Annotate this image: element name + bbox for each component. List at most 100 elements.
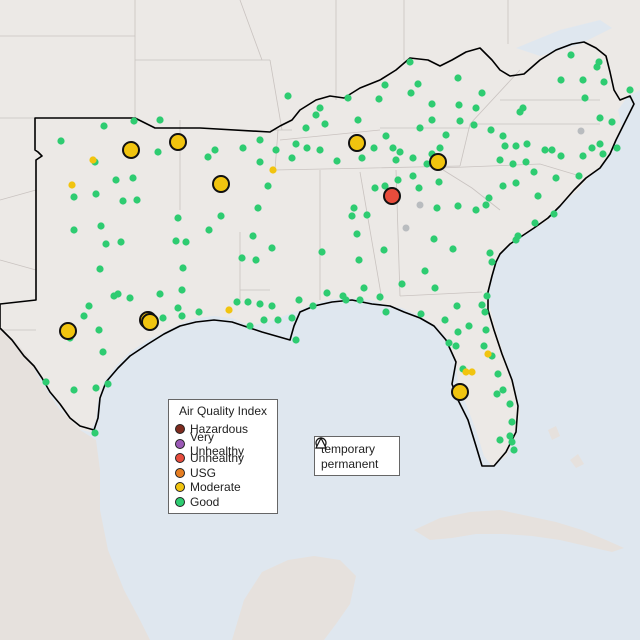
monitor-marker-good[interactable] bbox=[102, 240, 110, 248]
monitor-marker-good[interactable] bbox=[342, 296, 350, 304]
monitor-marker-moderate[interactable] bbox=[348, 134, 366, 152]
monitor-marker-good[interactable] bbox=[174, 304, 182, 312]
monitor-marker-good[interactable] bbox=[441, 316, 449, 324]
monitor-marker-good[interactable] bbox=[96, 265, 104, 273]
monitor-marker-unknown[interactable] bbox=[402, 224, 410, 232]
monitor-marker-good[interactable] bbox=[445, 339, 453, 347]
monitor-marker-good[interactable] bbox=[470, 121, 478, 129]
monitor-marker-good[interactable] bbox=[433, 204, 441, 212]
monitor-marker-good[interactable] bbox=[499, 386, 507, 394]
monitor-marker-good[interactable] bbox=[596, 114, 604, 122]
monitor-marker-good[interactable] bbox=[416, 124, 424, 132]
monitor-marker-good[interactable] bbox=[398, 280, 406, 288]
monitor-marker-good[interactable] bbox=[381, 81, 389, 89]
monitor-marker-good[interactable] bbox=[472, 104, 480, 112]
monitor-marker-good[interactable] bbox=[514, 232, 522, 240]
monitor-marker-good[interactable] bbox=[454, 74, 462, 82]
monitor-marker-good[interactable] bbox=[380, 246, 388, 254]
monitor-marker-good[interactable] bbox=[350, 204, 358, 212]
monitor-marker-good[interactable] bbox=[480, 342, 488, 350]
monitor-marker-good[interactable] bbox=[485, 194, 493, 202]
monitor-marker-good[interactable] bbox=[423, 160, 431, 168]
monitor-marker-good[interactable] bbox=[407, 89, 415, 97]
monitor-marker-good[interactable] bbox=[506, 400, 514, 408]
monitor-marker-good[interactable] bbox=[246, 322, 254, 330]
monitor-marker-good[interactable] bbox=[110, 292, 118, 300]
monitor-marker-good[interactable] bbox=[534, 192, 542, 200]
monitor-marker-good[interactable] bbox=[428, 100, 436, 108]
monitor-marker-moderate[interactable] bbox=[89, 156, 97, 164]
monitor-marker-good[interactable] bbox=[70, 193, 78, 201]
monitor-marker-good[interactable] bbox=[596, 140, 604, 148]
monitor-marker-good[interactable] bbox=[512, 179, 520, 187]
monitor-marker-good[interactable] bbox=[613, 144, 621, 152]
monitor-marker-good[interactable] bbox=[85, 302, 93, 310]
monitor-marker-good[interactable] bbox=[415, 184, 423, 192]
monitor-marker-good[interactable] bbox=[472, 206, 480, 214]
monitor-marker-good[interactable] bbox=[353, 230, 361, 238]
monitor-marker-good[interactable] bbox=[454, 202, 462, 210]
monitor-marker-good[interactable] bbox=[392, 156, 400, 164]
monitor-marker-moderate[interactable] bbox=[468, 368, 476, 376]
monitor-marker-good[interactable] bbox=[496, 156, 504, 164]
monitor-marker-moderate[interactable] bbox=[212, 175, 230, 193]
monitor-marker-good[interactable] bbox=[382, 132, 390, 140]
monitor-marker-good[interactable] bbox=[482, 201, 490, 209]
monitor-marker-good[interactable] bbox=[496, 436, 504, 444]
monitor-marker-good[interactable] bbox=[159, 314, 167, 322]
monitor-marker-good[interactable] bbox=[488, 258, 496, 266]
monitor-marker-good[interactable] bbox=[312, 111, 320, 119]
monitor-marker-good[interactable] bbox=[238, 254, 246, 262]
monitor-marker-unknown[interactable] bbox=[416, 201, 424, 209]
monitor-marker-good[interactable] bbox=[344, 94, 352, 102]
monitor-marker-good[interactable] bbox=[119, 197, 127, 205]
monitor-marker-good[interactable] bbox=[371, 184, 379, 192]
monitor-marker-good[interactable] bbox=[599, 150, 607, 158]
monitor-marker-good[interactable] bbox=[482, 326, 490, 334]
monitor-marker-good[interactable] bbox=[414, 80, 422, 88]
monitor-marker-good[interactable] bbox=[178, 312, 186, 320]
monitor-marker-good[interactable] bbox=[523, 140, 531, 148]
monitor-marker-good[interactable] bbox=[508, 418, 516, 426]
monitor-marker-moderate[interactable] bbox=[269, 166, 277, 174]
monitor-marker-good[interactable] bbox=[508, 438, 516, 446]
monitor-marker-good[interactable] bbox=[129, 174, 137, 182]
monitor-marker-good[interactable] bbox=[509, 160, 517, 168]
monitor-marker-moderate[interactable] bbox=[122, 141, 140, 159]
monitor-marker-good[interactable] bbox=[499, 182, 507, 190]
monitor-marker-good[interactable] bbox=[126, 294, 134, 302]
monitor-marker-good[interactable] bbox=[557, 76, 565, 84]
monitor-marker-good[interactable] bbox=[100, 122, 108, 130]
monitor-marker-good[interactable] bbox=[557, 152, 565, 160]
monitor-marker-good[interactable] bbox=[268, 302, 276, 310]
monitor-marker-good[interactable] bbox=[421, 267, 429, 275]
monitor-marker-good[interactable] bbox=[552, 174, 560, 182]
monitor-marker-good[interactable] bbox=[486, 249, 494, 257]
monitor-marker-good[interactable] bbox=[80, 312, 88, 320]
monitor-marker-good[interactable] bbox=[453, 302, 461, 310]
monitor-marker-good[interactable] bbox=[323, 289, 331, 297]
monitor-marker-good[interactable] bbox=[436, 144, 444, 152]
monitor-marker-good[interactable] bbox=[154, 148, 162, 156]
monitor-marker-unknown[interactable] bbox=[577, 127, 585, 135]
monitor-marker-moderate[interactable] bbox=[484, 350, 492, 358]
monitor-marker-good[interactable] bbox=[112, 176, 120, 184]
monitor-marker-good[interactable] bbox=[396, 148, 404, 156]
monitor-marker-good[interactable] bbox=[512, 142, 520, 150]
monitor-marker-good[interactable] bbox=[117, 238, 125, 246]
monitor-marker-good[interactable] bbox=[354, 116, 362, 124]
monitor-marker-moderate[interactable] bbox=[462, 368, 470, 376]
monitor-marker-good[interactable] bbox=[382, 308, 390, 316]
monitor-marker-good[interactable] bbox=[321, 120, 329, 128]
monitor-marker-good[interactable] bbox=[579, 152, 587, 160]
monitor-marker-good[interactable] bbox=[256, 136, 264, 144]
monitor-marker-good[interactable] bbox=[174, 214, 182, 222]
monitor-marker-good[interactable] bbox=[104, 380, 112, 388]
monitor-marker-good[interactable] bbox=[478, 301, 486, 309]
monitor-marker-good[interactable] bbox=[292, 336, 300, 344]
monitor-marker-good[interactable] bbox=[249, 232, 257, 240]
monitor-marker-good[interactable] bbox=[130, 117, 138, 125]
monitor-marker-good[interactable] bbox=[548, 146, 556, 154]
monitor-marker-good[interactable] bbox=[42, 378, 50, 386]
